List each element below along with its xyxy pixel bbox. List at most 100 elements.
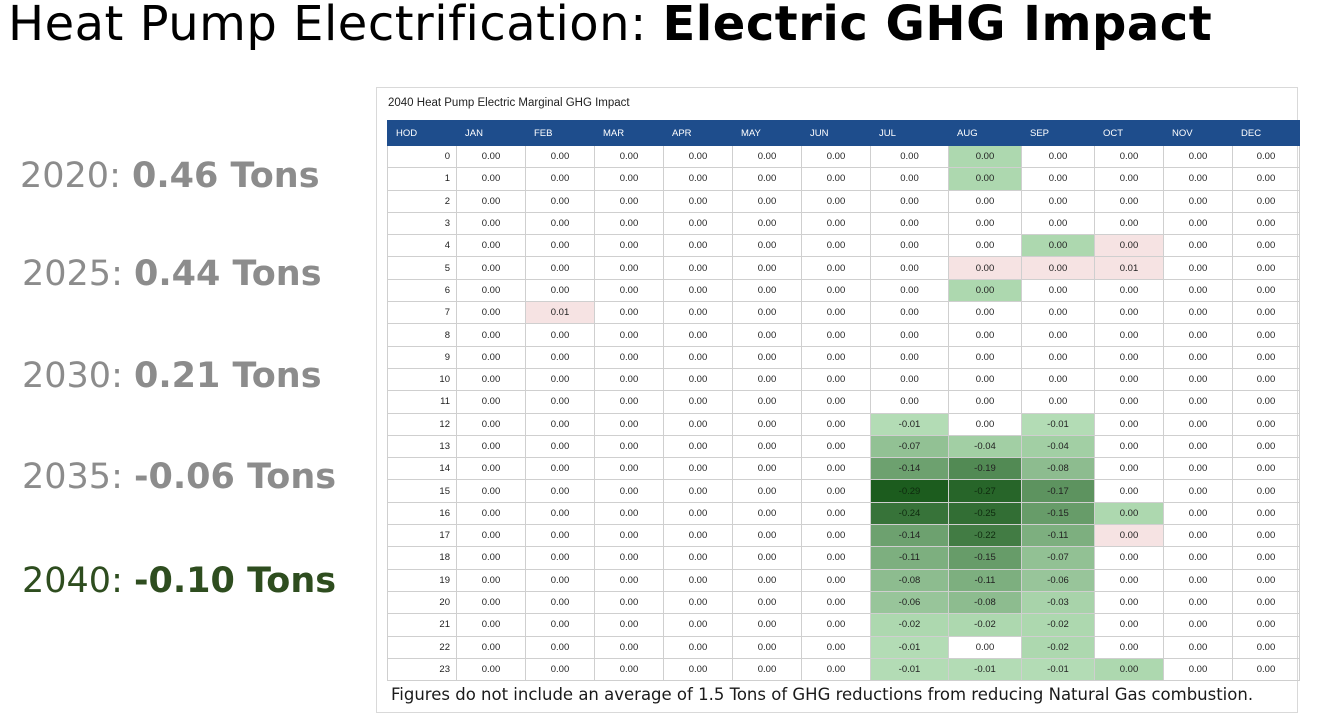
heatmap-cell: 0.00 xyxy=(1021,256,1095,280)
heatmap-cell: 0.00 xyxy=(1094,568,1164,592)
hod-cell: 2 xyxy=(387,189,457,213)
heatmap-cell: 0.00 xyxy=(594,635,664,659)
heatmap-cell: 0.00 xyxy=(801,256,871,280)
hod-cell: 14 xyxy=(387,457,457,481)
heatmap-cell: 0.00 xyxy=(456,635,526,659)
heatmap-cell: 0.00 xyxy=(948,256,1022,280)
table-row: 18 0.00 0.00 0.00 0.00 0.00 0.00 -0.11 -0.15 -0.0… xyxy=(387,546,1300,570)
heatmap-cell: 0.00 xyxy=(1021,301,1095,325)
heatmap-cell: 0.00 xyxy=(1094,457,1164,481)
heatmap-cell: 0.00 xyxy=(594,613,664,637)
heatmap-cell: -0.06 xyxy=(870,590,949,615)
heatmap-cell: 0.00 xyxy=(1094,234,1164,258)
table-row: 9 0.00 0.00 0.00 0.00 0.00 0.00 0.00 0.00 0.00 0.0… xyxy=(387,345,1300,369)
heatmap-cell: 0.00 xyxy=(732,546,802,570)
hod-cell: 20 xyxy=(387,590,457,615)
heatmap-cell: 0.00 xyxy=(663,457,733,481)
heatmap-cell: 0.00 xyxy=(1094,390,1164,414)
column-header-sep: SEP xyxy=(1021,120,1095,146)
heatmap-cell: 0.00 xyxy=(663,189,733,213)
heatmap-cell: -0.19 xyxy=(948,457,1022,481)
heatmap-cell: 0.00 xyxy=(594,390,664,414)
heatmap-cell: 0.00 xyxy=(456,546,526,570)
year-value: 0.21 Tons xyxy=(134,356,322,396)
column-header-hod: HOD xyxy=(387,120,457,146)
heatmap-cell: 0.00 xyxy=(1232,345,1300,369)
heatmap-cell: 0.00 xyxy=(801,457,871,481)
heatmap-cell: 0.00 xyxy=(456,479,526,503)
page-title-prefix: Heat Pump Electrification: xyxy=(8,0,663,52)
table-row: 6 0.00 0.00 0.00 0.00 0.00 0.00 0.00 0.00 0.00 0.0… xyxy=(387,278,1300,303)
heatmap-cell: 0.00 xyxy=(1232,546,1300,570)
heatmap-cell: 0.00 xyxy=(525,211,595,236)
heatmap-cell: 0.00 xyxy=(732,635,802,659)
heatmap-cell: -0.08 xyxy=(1021,457,1095,481)
heatmap-cell: 0.00 xyxy=(663,323,733,347)
hod-cell: 9 xyxy=(387,345,457,369)
heatmap-cell: 0.00 xyxy=(663,635,733,659)
heatmap-cell: -0.15 xyxy=(1021,501,1095,526)
heatmap-cell: 0.00 xyxy=(1094,546,1164,570)
heatmap-cell: 0.00 xyxy=(456,167,526,191)
heatmap-cell: 0.00 xyxy=(525,457,595,481)
heatmap-cell: 0.00 xyxy=(870,323,949,347)
heatmap-cell: 0.00 xyxy=(456,323,526,347)
heatmap-cell: 0.00 xyxy=(732,501,802,526)
heatmap-cell: 0.00 xyxy=(525,412,595,436)
heatmap-cell: 0.00 xyxy=(1232,301,1300,325)
heatmap-cell: 0.00 xyxy=(732,144,802,169)
heatmap-cell: 0.00 xyxy=(663,367,733,392)
heatmap-cell: 0.00 xyxy=(525,613,595,637)
heatmap-cell: 0.00 xyxy=(1094,501,1164,526)
hod-cell: 13 xyxy=(387,434,457,459)
heatmap-cell: 0.00 xyxy=(801,412,871,436)
heatmap-cell: 0.00 xyxy=(525,568,595,592)
heatmap-cell: 0.00 xyxy=(801,546,871,570)
heatmap-cell: -0.07 xyxy=(1021,546,1095,570)
heatmap-cell: 0.00 xyxy=(1232,524,1300,548)
heatmap-cell: -0.01 xyxy=(1021,412,1095,436)
heatmap-cell: 0.00 xyxy=(1232,501,1300,526)
heatmap-cell: 0.00 xyxy=(801,390,871,414)
column-header-jul: JUL xyxy=(870,120,949,146)
heatmap-cell: 0.00 xyxy=(663,546,733,570)
hod-cell: 19 xyxy=(387,568,457,592)
heatmap-cell: 0.00 xyxy=(594,211,664,236)
heatmap-cell: 0.00 xyxy=(1021,367,1095,392)
heatmap-cell: 0.00 xyxy=(732,524,802,548)
heatmap-cell: 0.00 xyxy=(1094,367,1164,392)
table-row: 21 0.00 0.00 0.00 0.00 0.00 0.00 -0.02 -0.02 -0.0… xyxy=(387,613,1300,637)
year-2035-summary: 2035: -0.06 Tons xyxy=(22,457,336,497)
heatmap-cell: 0.00 xyxy=(1232,367,1300,392)
year-2025-summary: 2025: 0.44 Tons xyxy=(22,254,322,294)
heatmap-cell: 0.00 xyxy=(1232,613,1300,637)
heatmap-cell: 0.00 xyxy=(732,167,802,191)
heatmap-cell: 0.00 xyxy=(525,479,595,503)
heatmap-cell: 0.00 xyxy=(1232,144,1300,169)
heatmap-cell: 0.00 xyxy=(1232,189,1300,213)
year-label: 2040: xyxy=(22,561,134,601)
heatmap-panel: 2040 Heat Pump Electric Marginal GHG Imp… xyxy=(376,87,1300,713)
heatmap-cell: 0.00 xyxy=(801,590,871,615)
heatmap-cell: 0.00 xyxy=(456,256,526,280)
heatmap-body: 0 0.00 0.00 0.00 0.00 0.00 0.00 0.00 0.00 0.00 0.0… xyxy=(387,144,1300,682)
heatmap-cell: 0.00 xyxy=(663,657,733,682)
year-2020-summary: 2020: 0.46 Tons xyxy=(20,156,320,196)
year-value: 0.46 Tons xyxy=(132,156,320,196)
heatmap-cell: 0.00 xyxy=(801,367,871,392)
heatmap-cell: 0.00 xyxy=(525,167,595,191)
heatmap-cell: 0.00 xyxy=(870,189,949,213)
hod-cell: 18 xyxy=(387,546,457,570)
heatmap-cell: 0.00 xyxy=(1021,390,1095,414)
heatmap-cell: 0.00 xyxy=(732,278,802,303)
year-label: 2035: xyxy=(22,457,134,497)
hod-cell: 5 xyxy=(387,256,457,280)
heatmap-cell: 0.00 xyxy=(1232,234,1300,258)
year-2030-summary: 2030: 0.21 Tons xyxy=(22,356,322,396)
heatmap-cell: 0.00 xyxy=(456,301,526,325)
heatmap-cell: -0.08 xyxy=(870,568,949,592)
hod-cell: 1 xyxy=(387,167,457,191)
page-title-bold: Electric GHG Impact xyxy=(662,0,1213,52)
heatmap-cell: 0.00 xyxy=(1232,434,1300,459)
heatmap-cell: 0.00 xyxy=(594,167,664,191)
